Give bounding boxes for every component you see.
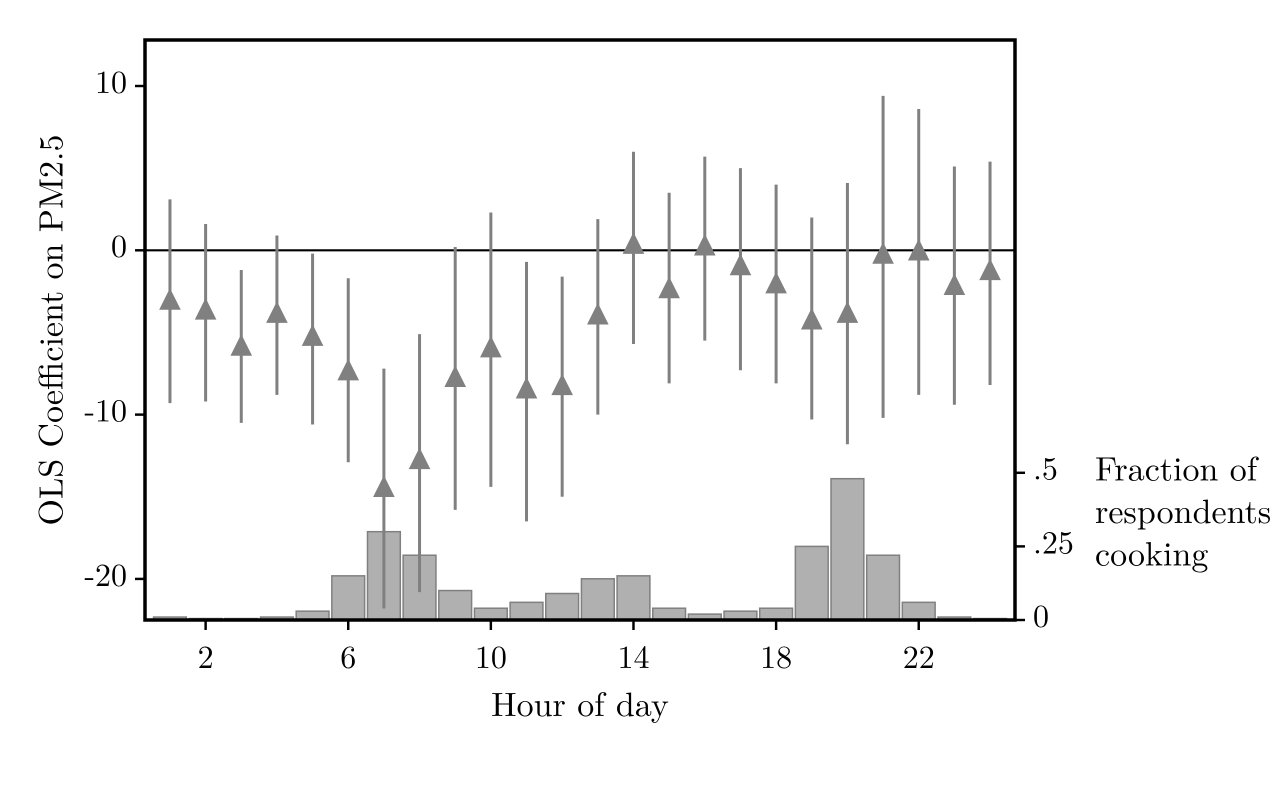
x-tick-label: 18 <box>760 633 792 678</box>
cooking-fraction-bar <box>332 576 365 620</box>
cooking-fraction-bar <box>831 479 864 620</box>
cooking-fraction-bar <box>902 602 935 620</box>
x-tick-label: 14 <box>617 633 649 678</box>
x-tick-label: 10 <box>475 633 507 678</box>
x-tick-label: 6 <box>340 633 356 678</box>
x-axis-label: Hour of day <box>491 678 669 726</box>
x-tick-label: 22 <box>903 633 935 678</box>
chart-container: -20 -10 0 10 OLS Coefficient on PM2.5 2 6 10 14 1… <box>0 0 1284 802</box>
cooking-fraction-bar <box>760 608 793 620</box>
y-tick-label-right: .5 <box>1033 445 1058 490</box>
cooking-fraction-bar <box>653 608 686 620</box>
y-axis-label-left: OLS Coefficient on PM2.5 <box>24 135 72 526</box>
chart-svg: -20 -10 0 10 OLS Coefficient on PM2.5 2 6 10 14 1… <box>0 0 1284 802</box>
y-axis-label-right-line: respondents <box>1095 485 1271 533</box>
y-tick-label-left: 0 <box>111 222 127 267</box>
y-tick-label-right: .25 <box>1033 518 1074 563</box>
x-tick-label: 2 <box>198 633 214 678</box>
y-tick-label-left: 10 <box>95 58 127 103</box>
y-tick-label-left: -20 <box>84 551 127 596</box>
y-tick-label-right: 0 <box>1033 592 1049 637</box>
cooking-fraction-bar <box>546 594 579 620</box>
cooking-fraction-bar <box>867 555 900 620</box>
cooking-fraction-bar <box>617 576 650 620</box>
cooking-fraction-bar <box>439 591 472 620</box>
y-axis-label-left-text: OLS Coefficient on PM2.5 <box>24 135 72 526</box>
cooking-fraction-bar <box>795 546 828 620</box>
cooking-fraction-bar <box>510 602 543 620</box>
y-axis-label-right-line: Fraction of <box>1095 442 1260 490</box>
cooking-fraction-bar <box>474 608 507 620</box>
cooking-fraction-bar <box>581 579 614 620</box>
y-axis-label-right-line: cooking <box>1095 527 1208 575</box>
y-tick-label-left: -10 <box>84 387 127 432</box>
